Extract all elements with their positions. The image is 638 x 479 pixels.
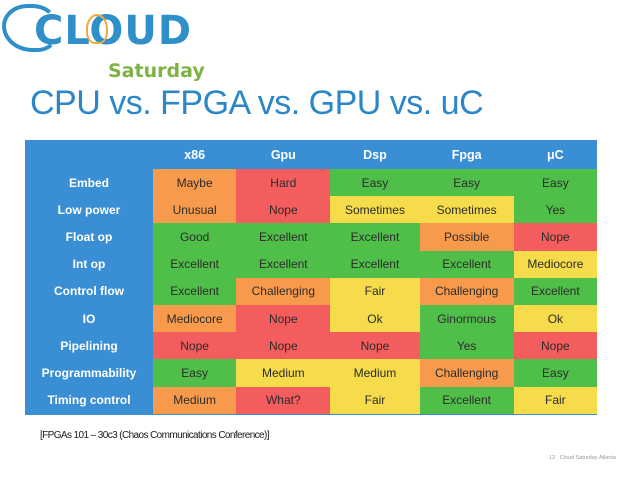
header-uc: μC [547, 147, 564, 162]
table-cell: Nope [330, 332, 420, 360]
table-cell: Challenging [419, 359, 514, 387]
table-cell: Sometimes [419, 196, 514, 224]
row-label: Float op [65, 229, 113, 244]
table-cell: Ok [513, 304, 597, 333]
table-cell: Nope [513, 332, 597, 360]
table-cell: Fair [330, 386, 420, 414]
table-cell: Ok [330, 304, 420, 333]
row-label: Int op [72, 257, 106, 272]
table-cell: Fair [330, 277, 420, 305]
table-row: Float op Good Excellent Excellent Possible No… [25, 223, 597, 251]
table-row: Embed Maybe Hard Easy Easy Easy [25, 169, 597, 197]
table-cell: Excellent [513, 277, 597, 305]
table-row: Low power Unusual Nope Sometimes Sometimes Ye… [25, 196, 597, 224]
table-cell: Maybe [153, 169, 237, 197]
table-row: Control flow Excellent Challenging Fair Chal… [25, 277, 597, 305]
table-row: Pipelining Nope Nope Nope Yes Nope [25, 332, 597, 360]
table-cell: Medium [153, 386, 237, 414]
row-label: Programmability [41, 365, 137, 380]
table-cell: Excellent [419, 250, 514, 278]
comparison-table: x86 Gpu Dsp Fpga μC Embed Maybe Hard Easy Ea… [25, 140, 597, 414]
page-number: 12 [549, 455, 556, 461]
table-cell: Nope [153, 332, 237, 360]
header-x86: x86 [184, 147, 206, 162]
cloud-icon [2, 4, 58, 52]
slide-title: CPU vs. FPGA vs. GPU vs. uC [30, 84, 484, 122]
table-cell: Easy [153, 359, 237, 387]
table-cell: Excellent [153, 250, 237, 278]
table-cell: Excellent [236, 250, 331, 278]
table-cell: Nope [236, 196, 331, 224]
table-cell: Excellent [153, 277, 237, 305]
table-cell: Fair [513, 386, 597, 414]
header-corner [25, 140, 153, 169]
row-label: Embed [68, 175, 109, 190]
table-row: Programmability Easy Medium Medium Challengi… [25, 359, 597, 387]
row-label: Pipelining [60, 338, 118, 353]
citation: [FPGAs 101 – 30c3 (Chaos Communications … [40, 430, 270, 441]
table-cell: Ginormous [419, 304, 514, 333]
table-cell: Excellent [330, 223, 420, 251]
table-cell: Easy [419, 169, 514, 197]
row-label: Control flow [54, 284, 124, 299]
footer-text: Cloud Saturday Atlanta [559, 455, 616, 461]
table-cell: Mediocore [153, 304, 237, 333]
row-label: Timing control [47, 393, 131, 408]
table-cell: Nope [236, 304, 331, 333]
table-cell: Possible [419, 223, 514, 251]
table-cell: Nope [236, 332, 331, 360]
table-cell: Excellent [419, 386, 514, 414]
table-cell: Excellent [236, 223, 331, 251]
header-fpga: Fpga [451, 147, 482, 162]
table-cell: Yes [419, 332, 514, 360]
table-cell: Challenging [419, 277, 514, 305]
table-cell: Nope [513, 223, 597, 251]
table-cell: Easy [513, 359, 597, 387]
table-cell: Hard [236, 169, 331, 197]
table-cell: What? [236, 386, 331, 414]
table-cell: Yes [513, 196, 597, 224]
logo-sub: Saturday [108, 60, 205, 82]
cloud-saturday-logo: CLOUD Saturday [0, 0, 205, 86]
table-cell: Medium [236, 359, 331, 387]
header-dsp: Dsp [363, 147, 387, 162]
table-row: Timing control Medium What? Fair Excellent Fa… [25, 386, 597, 414]
header-gpu: Gpu [270, 147, 296, 162]
table-cell: Easy [513, 169, 597, 197]
row-label: IO [82, 311, 96, 326]
header-row: x86 Gpu Dsp Fpga μC [25, 140, 597, 169]
slide-footer: 12 Cloud Saturday Atlanta [549, 455, 616, 461]
table-cell: Challenging [236, 277, 331, 305]
comparison-table-panel: x86 Gpu Dsp Fpga μC Embed Maybe Hard Easy Ea… [25, 140, 597, 415]
table-row: Int op Excellent Excellent Excellent Excelle… [25, 250, 597, 278]
row-label: Low power [57, 202, 121, 217]
table-cell: Mediocore [513, 250, 597, 278]
table-row: IO Mediocore Nope Ok Ginormous Ok [25, 304, 597, 333]
logo-brand: CLOUD [34, 8, 193, 54]
table-cell: Easy [330, 169, 420, 197]
table-cell: Sometimes [330, 196, 420, 224]
table-cell: Medium [330, 359, 420, 387]
lightbulb-icon [86, 14, 108, 44]
table-cell: Unusual [153, 196, 237, 224]
table-cell: Good [153, 223, 237, 251]
table-cell: Excellent [330, 250, 420, 278]
